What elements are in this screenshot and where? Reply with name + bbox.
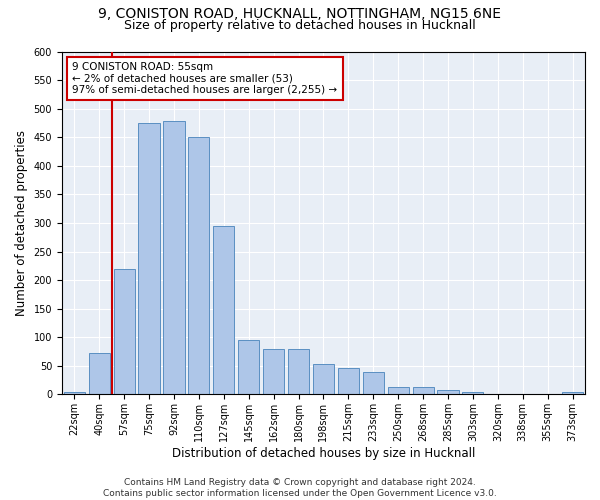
Bar xyxy=(163,121,185,394)
Bar xyxy=(413,387,434,394)
Text: 9, CONISTON ROAD, HUCKNALL, NOTTINGHAM, NG15 6NE: 9, CONISTON ROAD, HUCKNALL, NOTTINGHAM, … xyxy=(98,8,502,22)
Bar xyxy=(263,348,284,395)
Bar xyxy=(338,368,359,394)
Bar xyxy=(188,137,209,394)
Bar xyxy=(562,392,583,394)
Bar xyxy=(463,392,484,394)
Bar xyxy=(213,226,235,394)
Bar xyxy=(362,372,384,394)
Bar xyxy=(388,387,409,394)
Bar xyxy=(64,392,85,394)
Bar xyxy=(288,348,309,395)
Bar xyxy=(437,390,458,394)
Bar xyxy=(238,340,259,394)
Text: Size of property relative to detached houses in Hucknall: Size of property relative to detached ho… xyxy=(124,18,476,32)
Text: 9 CONISTON ROAD: 55sqm
← 2% of detached houses are smaller (53)
97% of semi-deta: 9 CONISTON ROAD: 55sqm ← 2% of detached … xyxy=(73,62,337,95)
Bar xyxy=(89,352,110,395)
Bar xyxy=(113,268,135,394)
X-axis label: Distribution of detached houses by size in Hucknall: Distribution of detached houses by size … xyxy=(172,447,475,460)
Bar xyxy=(313,364,334,394)
Text: Contains HM Land Registry data © Crown copyright and database right 2024.
Contai: Contains HM Land Registry data © Crown c… xyxy=(103,478,497,498)
Y-axis label: Number of detached properties: Number of detached properties xyxy=(15,130,28,316)
Bar xyxy=(139,123,160,394)
